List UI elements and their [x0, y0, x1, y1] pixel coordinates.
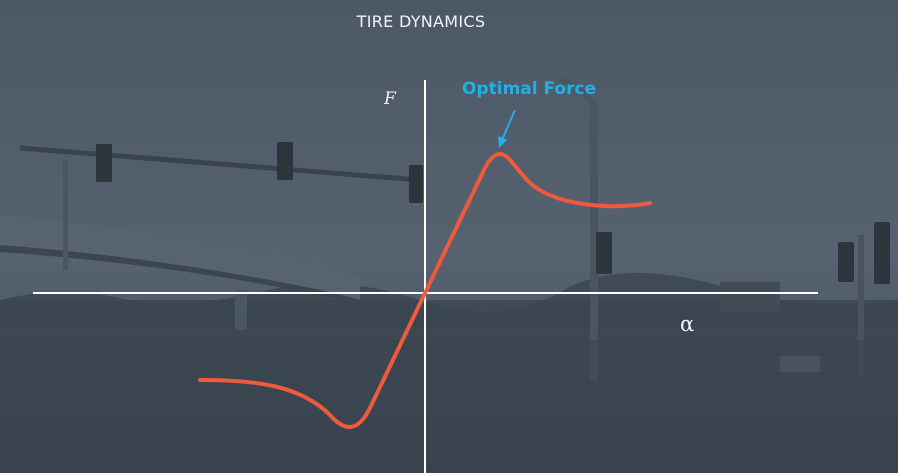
y-axis-label: F	[384, 89, 396, 109]
optimal-force-annotation: Optimal Force	[462, 79, 597, 99]
annotation-arrow-head	[498, 136, 507, 148]
annotation-arrow	[501, 109, 516, 141]
x-axis-label: α	[680, 312, 695, 336]
tire-force-curve	[198, 152, 652, 429]
slide-title: TIRE DYNAMICS	[356, 12, 486, 31]
